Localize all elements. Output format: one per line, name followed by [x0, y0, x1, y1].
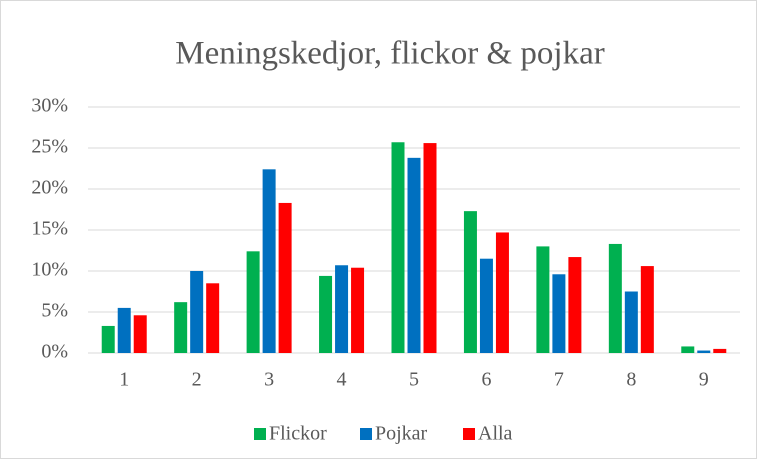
x-tick-label: 3 [264, 369, 274, 391]
bar [552, 274, 566, 353]
bar [101, 325, 115, 353]
bar [713, 348, 727, 353]
bar [278, 202, 292, 353]
bar [335, 265, 349, 353]
y-tick-label: 30% [31, 95, 68, 117]
bar [568, 257, 582, 353]
bar [681, 346, 695, 353]
bar [319, 275, 333, 353]
legend-swatch [360, 428, 372, 440]
bar [536, 246, 550, 353]
y-tick-label: 20% [31, 177, 68, 199]
bar [117, 307, 131, 353]
chart-title: Meningskedjor, flickor & pojkar [175, 36, 604, 72]
bar [262, 169, 276, 353]
bar [479, 258, 493, 353]
bar [206, 283, 220, 353]
bar [640, 266, 654, 353]
y-tick-label: 5% [41, 300, 68, 322]
legend-swatch [254, 428, 266, 440]
y-tick-label: 15% [31, 218, 68, 240]
bar [190, 271, 204, 353]
bar [463, 211, 477, 353]
y-tick-label: 25% [31, 136, 68, 158]
bar [351, 267, 365, 353]
bar [608, 243, 622, 353]
y-tick-label: 0% [41, 341, 68, 363]
x-tick-label: 8 [626, 369, 636, 391]
legend-label: Pojkar [375, 423, 428, 445]
bar [407, 157, 421, 353]
x-tick-label: 4 [337, 369, 347, 391]
x-tick-label: 5 [409, 369, 419, 391]
bar [391, 142, 405, 353]
legend-label: Alla [478, 423, 513, 445]
legend-swatch [463, 428, 475, 440]
bar [133, 315, 147, 353]
bar [697, 350, 711, 353]
bar [495, 232, 509, 353]
y-tick-label: 10% [31, 259, 68, 281]
bar [423, 143, 437, 353]
x-tick-label: 1 [119, 369, 129, 391]
bar [624, 291, 638, 353]
x-tick-label: 6 [481, 369, 491, 391]
x-tick-label: 2 [192, 369, 202, 391]
bar [174, 302, 188, 353]
legend-label: Flickor [269, 423, 327, 445]
bar [246, 251, 260, 353]
x-tick-label: 9 [699, 369, 709, 391]
x-tick-label: 7 [554, 369, 564, 391]
